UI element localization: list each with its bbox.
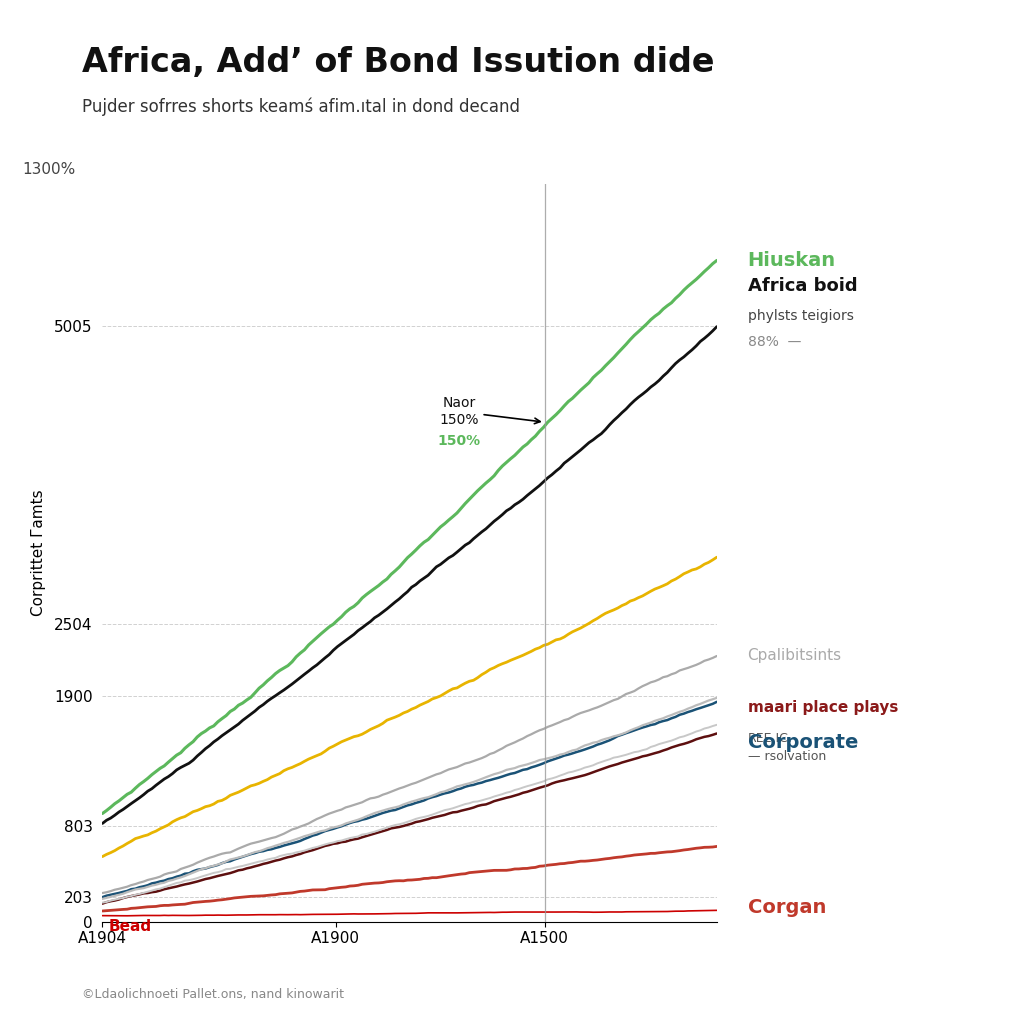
Text: 88%  —: 88% — [748,335,801,349]
Text: 150%: 150% [437,434,480,447]
Y-axis label: Corprittet Гamts: Corprittet Гamts [31,489,46,616]
Text: ©Ldaolichnoeti Pallet.ons, nand kinowarit: ©Ldaolichnoeti Pallet.ons, nand kinowari… [82,988,344,1001]
Text: Pujder sofrres shorts keamś afim.ıtal in dond decand: Pujder sofrres shorts keamś afim.ıtal in… [82,97,520,116]
Text: Africa, Add’ of Bond Issution dide: Africa, Add’ of Bond Issution dide [82,46,715,79]
Text: Naor
150%: Naor 150% [439,396,541,427]
Text: maari place plays: maari place plays [748,700,898,716]
Text: — rsolvation: — rsolvation [748,750,825,763]
Text: REE.IC.: REE.IC. [748,732,793,745]
Text: phylsts teigiors: phylsts teigiors [748,309,853,324]
Text: Cpalibitsints: Cpalibitsints [748,648,842,664]
Text: Bead: Bead [109,919,152,934]
Text: Corporate: Corporate [748,733,858,753]
Text: 1300%: 1300% [23,162,76,177]
Text: Corgan: Corgan [748,898,826,918]
Text: Hiuskan: Hiuskan [748,251,836,270]
Text: Africa boid: Africa boid [748,276,857,295]
